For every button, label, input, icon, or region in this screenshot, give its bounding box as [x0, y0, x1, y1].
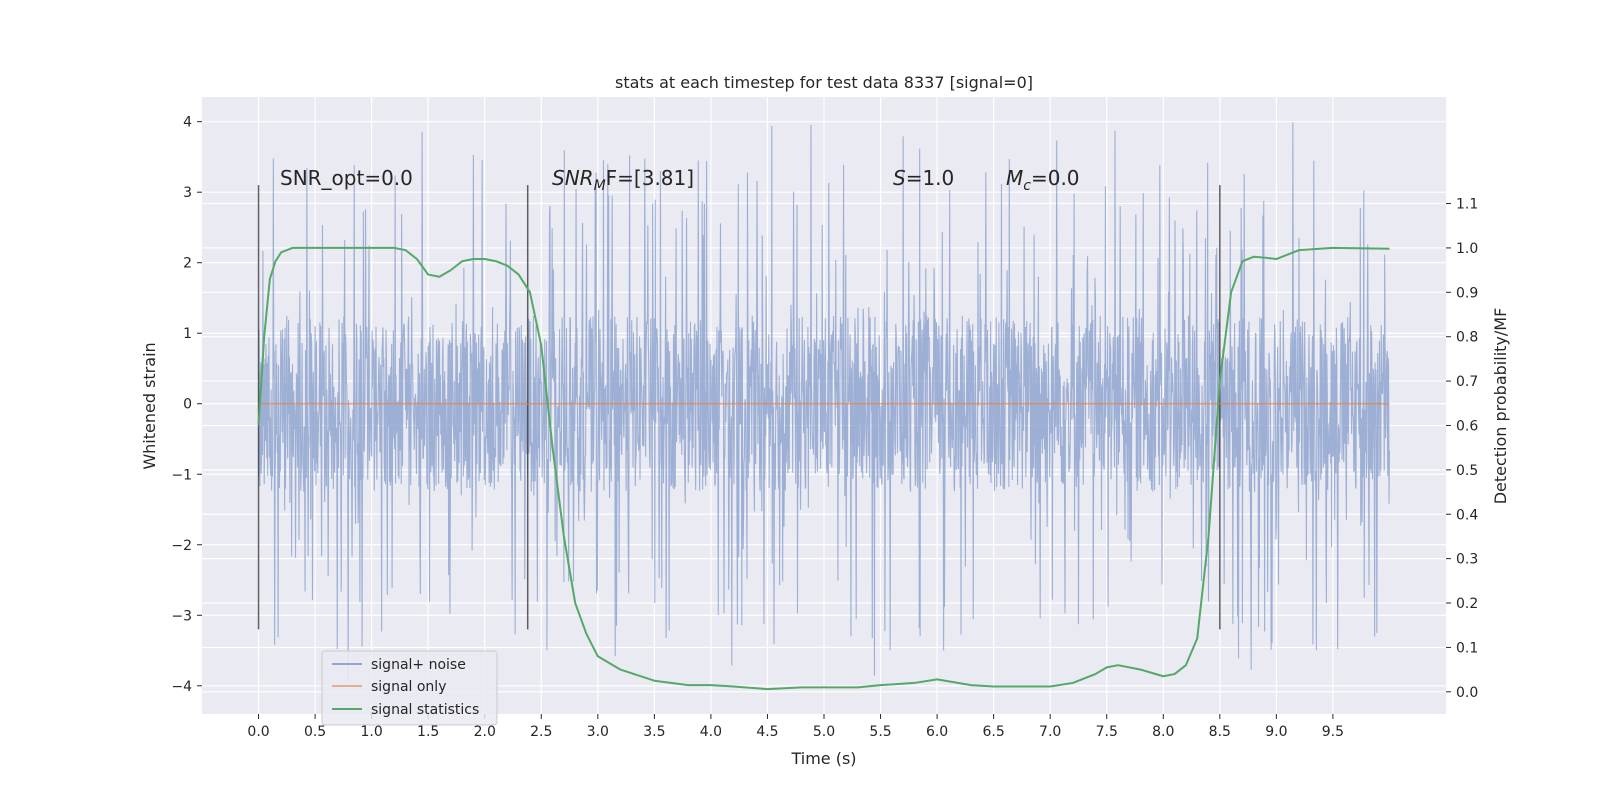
y-right-tick-label-7: 0.4	[1456, 507, 1478, 523]
x-tick-label-19: 9.5	[1322, 724, 1344, 740]
series-signal-noise	[258, 122, 1390, 682]
y-right-tick-label-5: 0.6	[1456, 418, 1478, 434]
x-tick-label-3: 1.5	[417, 724, 439, 740]
legend-label-signal-statistics: signal statistics	[371, 702, 479, 718]
y-right-tick-label-6: 0.5	[1456, 463, 1478, 479]
chart-title: stats at each timestep for test data 833…	[615, 73, 1033, 92]
x-axis-ticks: 0.0 0.5 1.0 1.5 2.0 2.5 3.0 3.5 4.0 4.5 5.0 5.5 6.0 6…	[247, 714, 1344, 740]
y-tick-label-5: −1	[171, 467, 192, 483]
y-tick-label-2: 2	[183, 256, 192, 272]
y-right-tick-label-4: 0.7	[1456, 374, 1478, 390]
y-axis-right-label: Detection probability/MF	[1491, 308, 1510, 505]
x-tick-label-2: 1.0	[361, 724, 383, 740]
x-tick-label-15: 7.5	[1096, 724, 1118, 740]
noise-series	[258, 122, 1390, 682]
y-axis-ticks: 4 3 2 1 0 −1 −2 −3 −4	[171, 115, 202, 695]
vertical-markers	[257, 185, 1221, 630]
y-axis-label: Whitened strain	[140, 342, 159, 469]
x-tick-label-14: 7.0	[1039, 724, 1061, 740]
x-axis-label: Time (s)	[790, 749, 856, 768]
y-right-tick-label-2: 0.9	[1456, 285, 1478, 301]
y-right-tick-label-10: 0.1	[1456, 640, 1478, 656]
x-tick-label-13: 6.5	[983, 724, 1005, 740]
y-right-tick-label-0: 1.1	[1456, 197, 1478, 213]
x-tick-label-10: 5.0	[813, 724, 835, 740]
y-tick-label-4: 0	[183, 397, 192, 413]
x-tick-label-4: 2.0	[474, 724, 496, 740]
x-tick-label-6: 3.0	[587, 724, 609, 740]
annotation-mc: Mc=0.0	[1006, 166, 1080, 194]
annotation-s: S=1.0	[893, 166, 954, 190]
annotation-s-rest: =1.0	[906, 166, 955, 190]
legend: signal+ noise signal only signal statist…	[321, 650, 498, 726]
annotation-snr-mf-main: SNR	[552, 166, 594, 190]
legend-label-signal-only: signal only	[371, 679, 446, 695]
annotation-snr-mf-sub: M	[594, 178, 606, 194]
y-right-tick-label-9: 0.2	[1456, 596, 1478, 612]
x-tick-label-0: 0.0	[247, 724, 269, 740]
annotation-snr-mf: SNRMF=[3.81]	[552, 166, 694, 194]
x-tick-label-9: 4.5	[756, 724, 778, 740]
x-tick-label-12: 6.0	[926, 724, 948, 740]
y-right-tick-label-8: 0.3	[1456, 552, 1478, 568]
annotation-s-var: S	[893, 166, 906, 190]
legend-box	[321, 650, 498, 726]
y-tick-label-1: 3	[183, 185, 192, 201]
y-tick-label-0: 4	[183, 115, 192, 131]
x-tick-label-7: 3.5	[643, 724, 665, 740]
y-axis-right-ticks: 1.1 1.0 0.9 0.8 0.7 0.6 0.5 0.4 0.3 0.2 0.1 0.0	[1446, 197, 1478, 701]
x-tick-label-18: 9.0	[1265, 724, 1287, 740]
y-tick-label-7: −3	[171, 608, 192, 624]
y-right-tick-label-1: 1.0	[1456, 241, 1478, 257]
x-tick-label-8: 4.0	[700, 724, 722, 740]
legend-label-signal-noise: signal+ noise	[371, 657, 466, 673]
y-right-tick-label-11: 0.0	[1456, 685, 1478, 701]
annotation-snr-opt: SNR_opt=0.0	[280, 166, 413, 190]
y-tick-label-8: −4	[171, 679, 192, 695]
y-tick-label-6: −2	[171, 538, 192, 554]
x-tick-label-11: 5.5	[869, 724, 891, 740]
annotation-mc-rest: =0.0	[1031, 166, 1080, 190]
annotation-mc-var: M	[1006, 166, 1023, 190]
annotation-mc-sub: c	[1023, 178, 1031, 194]
x-tick-label-17: 8.5	[1209, 724, 1231, 740]
x-tick-label-5: 2.5	[530, 724, 552, 740]
x-tick-label-1: 0.5	[304, 724, 326, 740]
x-tick-label-16: 8.0	[1152, 724, 1174, 740]
series-signal-statistics	[257, 246, 1390, 691]
annotation-snr-mf-rest: F=[3.81]	[606, 166, 694, 190]
y-tick-label-3: 1	[183, 326, 192, 342]
line-series	[257, 246, 1390, 691]
y-right-tick-label-3: 0.8	[1456, 330, 1478, 346]
